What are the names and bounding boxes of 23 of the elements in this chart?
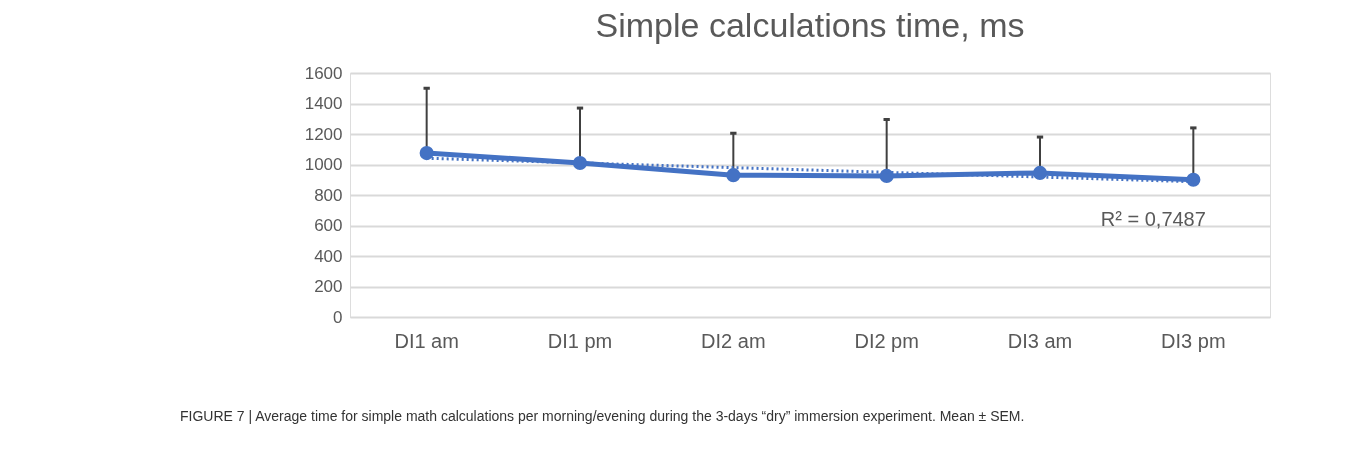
- y-tick-label: 1000: [304, 155, 343, 174]
- y-tick-label: 1400: [304, 94, 343, 113]
- point: [1032, 165, 1048, 180]
- y-tick-label: 800: [314, 185, 343, 205]
- x-tick-label: DI2 am: [701, 329, 766, 352]
- x-tick-label: DI1 pm: [547, 329, 613, 352]
- y-tick-label: 1600: [304, 63, 343, 83]
- chart-title: Simple calculations time, ms: [595, 6, 1025, 44]
- point: [419, 146, 434, 161]
- y-tick-label: 1200: [304, 124, 343, 144]
- caption: FIGURE 7 | Average time for simple math calculations per morning/evening during the 3-days “dry” immersion experiment. Mean ± SEM.: [180, 408, 1025, 424]
- x-tick-label: DI1 am: [394, 329, 459, 352]
- annotation: R² = 0,7487: [1100, 207, 1206, 230]
- x-tick-label: DI3 am: [1007, 329, 1073, 352]
- x-tick-label: DI2 pm: [854, 329, 919, 352]
- x-tick-label: DI3 pm: [1161, 329, 1226, 352]
- y-tick-label: 200: [314, 277, 343, 296]
- y-tick-label: 600: [314, 216, 343, 235]
- point: [1186, 172, 1201, 187]
- point: [572, 155, 588, 171]
- y-tick-label: 0: [333, 307, 343, 327]
- y-tick-label: 400: [314, 246, 343, 266]
- point: [726, 168, 741, 183]
